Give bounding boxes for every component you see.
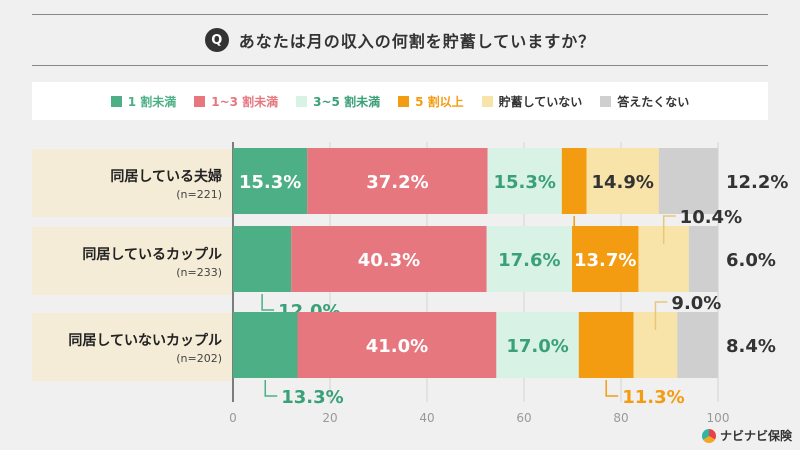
row-label-name: 同居しているカップル xyxy=(82,246,222,263)
leader-line xyxy=(654,301,668,330)
data-label: 15.3% xyxy=(239,172,301,193)
x-tick-label: 0 xyxy=(229,411,237,425)
row-label-n: (n=233) xyxy=(176,265,222,279)
legend-label: 答えたくない xyxy=(617,94,690,109)
leader-line xyxy=(261,294,275,311)
chart-title: あなたは月の収入の何割を貯蓄していますか？ xyxy=(238,32,596,51)
data-label: 6.0% xyxy=(726,250,776,271)
data-label: 37.2% xyxy=(366,172,428,193)
legend-swatch xyxy=(600,95,612,107)
legend-item-4: 貯蓄していない xyxy=(481,93,583,110)
row-label-n: (n=221) xyxy=(176,187,222,201)
bar-segment xyxy=(561,148,587,214)
data-label: 15.3% xyxy=(494,172,556,193)
legend-label: 1~3 割未満 xyxy=(211,94,279,109)
data-label: 17.6% xyxy=(498,250,560,271)
x-tick-label: 60 xyxy=(516,411,531,425)
title-bar: Q あなたは月の収入の何割を貯蓄していますか？ xyxy=(32,14,768,66)
legend-swatch xyxy=(481,95,493,107)
bar-segment xyxy=(658,148,718,214)
bar-segment xyxy=(677,312,718,378)
data-label: 13.3% xyxy=(281,387,343,408)
legend-label: 5 割以上 xyxy=(415,94,464,109)
bar-segment xyxy=(233,312,298,378)
data-label: 8.4% xyxy=(726,336,776,357)
row-label-n: (n=202) xyxy=(176,351,222,365)
bar-segment xyxy=(586,148,659,214)
data-label: 11.3% xyxy=(622,387,684,408)
legend-item-2: 3~5 割未満 xyxy=(296,93,380,110)
data-label: 40.3% xyxy=(358,250,420,271)
x-tick-label: 100 xyxy=(707,411,730,425)
legend-swatch xyxy=(296,95,308,107)
data-label: 10.4% xyxy=(680,207,742,228)
bar-segment xyxy=(233,226,292,292)
legend-swatch xyxy=(194,95,206,107)
x-tick-label: 40 xyxy=(419,411,434,425)
legend: 1 割未満 1~3 割未満 3~5 割未満 5 割以上 貯蓄していない 答えたくない xyxy=(32,82,768,120)
bar-segment xyxy=(291,226,487,292)
title-frame: Q あなたは月の収入の何割を貯蓄していますか？ xyxy=(32,14,768,66)
bar-segment xyxy=(307,148,488,214)
data-label: 17.0% xyxy=(506,336,568,357)
legend-item-3: 5 割以上 xyxy=(398,93,464,110)
logo-text: ナビナビ保険 xyxy=(719,429,792,443)
data-label: 14.9% xyxy=(591,172,653,193)
row-label: 同居している夫婦 (n=221) xyxy=(32,149,232,217)
data-label: 9.0% xyxy=(671,293,721,314)
data-label: 12.2% xyxy=(726,172,788,193)
legend-label: 1 割未満 xyxy=(127,94,177,109)
legend-item-1: 1~3 割未満 xyxy=(194,93,278,110)
leader-line xyxy=(264,380,278,397)
logo-icon xyxy=(701,428,716,443)
bar-segment xyxy=(486,226,573,292)
bar-segment xyxy=(297,312,497,378)
x-tick-label: 80 xyxy=(613,411,628,425)
row-label-name: 同居している夫婦 xyxy=(110,168,222,185)
data-label: 13.7% xyxy=(574,250,636,271)
bar-segment xyxy=(688,226,718,292)
row-label: 同居していないカップル (n=202) xyxy=(32,313,232,381)
legend-label: 3~5 割未満 xyxy=(313,94,381,109)
legend-swatch xyxy=(110,95,122,107)
row-label: 同居しているカップル (n=233) xyxy=(32,227,232,295)
legend-item-5: 答えたくない xyxy=(600,93,689,110)
bar-segment xyxy=(487,148,562,214)
bar-segment xyxy=(496,312,579,378)
legend-item-0: 1 割未満 xyxy=(110,93,177,110)
row-label-name: 同居していないカップル xyxy=(68,332,222,349)
bar-segment xyxy=(233,148,308,214)
legend-label: 貯蓄していない xyxy=(498,94,583,109)
bar-segment xyxy=(578,312,634,378)
data-label: 41.0% xyxy=(366,336,428,357)
brand-logo: ナビナビ保険 xyxy=(701,427,792,444)
legend-swatch xyxy=(398,95,410,107)
question-badge: Q xyxy=(204,28,229,52)
leader-line xyxy=(662,215,676,244)
leader-line xyxy=(605,380,619,397)
x-tick-label: 20 xyxy=(322,411,337,425)
bar-segment xyxy=(572,226,639,292)
